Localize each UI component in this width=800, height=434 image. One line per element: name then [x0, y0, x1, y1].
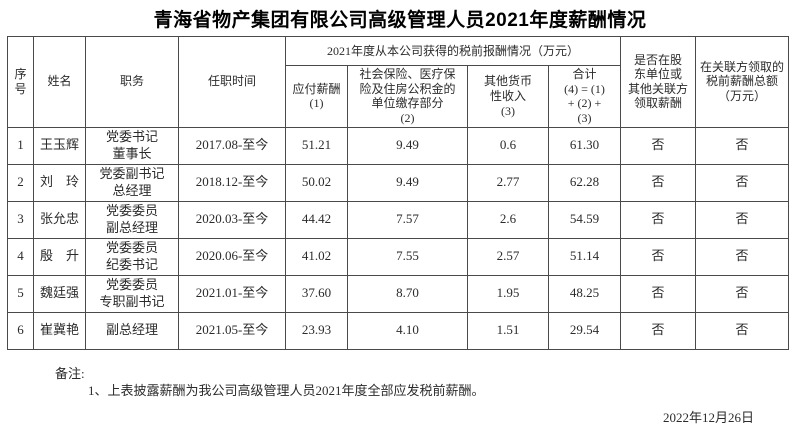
cell-other: 2.57: [467, 237, 549, 276]
page-title: 青海省物产集团有限公司高级管理人员2021年度薪酬情况: [153, 10, 647, 31]
cell-seq: 4: [7, 237, 34, 276]
table-row: 6 崔冀艳 副总经理 2021.05-至今 23.93 4.10 1.51 29…: [7, 311, 790, 350]
document-date: 2022年12月26日: [662, 409, 754, 425]
cell-payable: 37.60: [285, 274, 348, 313]
cell-tenure: 2020.06-至今: [178, 237, 286, 276]
table-row: 2 刘 玲 党委副书记 总经理 2018.12-至今 50.02 9.49 2.…: [7, 163, 790, 202]
cell-tenure: 2017.08-至今: [178, 126, 286, 165]
column-header-position: 职务: [85, 36, 179, 128]
cell-position: 党委委员 纪委书记: [85, 237, 179, 276]
cell-tenure: 2021.01-至今: [178, 274, 286, 313]
cell-name: 崔冀艳: [33, 311, 86, 350]
cell-shareholder: 否: [620, 200, 697, 239]
header-row-top: 序 号 姓名 职务 任职时间 2021年度从本公司获得的税前报酬情况（万元） 是…: [7, 36, 790, 128]
cell-shareholder: 否: [620, 163, 697, 202]
cell-shareholder: 否: [620, 274, 697, 313]
cell-seq: 2: [7, 163, 34, 202]
cell-related: 否: [695, 163, 790, 202]
cell-tenure: 2020.03-至今: [178, 200, 286, 239]
cell-other: 2.6: [467, 200, 549, 239]
cell-total: 61.30: [547, 126, 622, 165]
cell-related: 否: [695, 200, 790, 239]
cell-tenure: 2021.05-至今: [178, 311, 286, 350]
document-page: { "page": { "title": "青海省物产集团有限公司高级管理人员2…: [0, 5, 800, 434]
cell-seq: 3: [7, 200, 34, 239]
cell-total: 62.28: [547, 163, 622, 202]
table-row: 3 张允忠 党委委员 副总经理 2020.03-至今 44.42 7.57 2.…: [7, 200, 790, 239]
column-header-compensation-group: 2021年度从本公司获得的税前报酬情况（万元）: [284, 36, 622, 66]
cell-position: 党委委员 副总经理: [85, 200, 179, 239]
column-header-shareholder: 是否在股 东单位或 其他关联方 领取薪酬: [620, 36, 697, 128]
cell-name: 张允忠: [33, 200, 86, 239]
cell-shareholder: 否: [620, 126, 697, 165]
cell-name: 王玉辉: [33, 126, 86, 165]
cell-total: 54.59: [547, 200, 622, 239]
cell-social: 9.49: [347, 126, 468, 165]
cell-payable: 51.21: [285, 126, 348, 165]
cell-other: 1.95: [467, 274, 549, 313]
table-row: 5 魏廷强 党委委员 专职副书记 2021.01-至今 37.60 8.70 1…: [7, 274, 790, 313]
cell-seq: 6: [7, 311, 34, 350]
cell-payable: 50.02: [285, 163, 348, 202]
column-header-name: 姓名: [33, 36, 86, 128]
column-header-tenure: 任职时间: [178, 36, 286, 128]
column-header-social: 社会保险、医疗保 险及住房公积金的 单位缴存部分 (2): [347, 65, 468, 128]
cell-related: 否: [695, 237, 790, 276]
table-row: 4 殷 升 党委委员 纪委书记 2020.06-至今 41.02 7.55 2.…: [7, 237, 790, 276]
table-row: 1 王玉辉 党委书记 董事长 2017.08-至今 51.21 9.49 0.6…: [7, 126, 790, 165]
cell-related: 否: [695, 126, 790, 165]
column-header-total: 合计 (4) = (1) + (2) + (3): [547, 65, 622, 128]
cell-position: 副总经理: [85, 311, 179, 350]
cell-other: 2.77: [467, 163, 549, 202]
table-header: 序 号 姓名 职务 任职时间 2021年度从本公司获得的税前报酬情况（万元） 是…: [7, 36, 790, 128]
cell-position: 党委书记 董事长: [85, 126, 179, 165]
cell-seq: 5: [7, 274, 34, 313]
cell-seq: 1: [7, 126, 34, 165]
cell-total: 29.54: [547, 311, 622, 350]
notes-label: 备注:: [55, 365, 85, 381]
notes-section: 备注: 1、上表披露薪酬为我公司高级管理人员2021年度全部应发税前薪酬。: [0, 365, 800, 400]
column-header-other: 其他货币 性收入 (3): [467, 65, 549, 128]
cell-other: 1.51: [467, 311, 549, 350]
cell-related: 否: [695, 274, 790, 313]
cell-social: 9.49: [347, 163, 468, 202]
cell-other: 0.6: [467, 126, 549, 165]
cell-social: 7.57: [347, 200, 468, 239]
cell-position: 党委委员 专职副书记: [85, 274, 179, 313]
note-item-1: 1、上表披露薪酬为我公司高级管理人员2021年度全部应发税前薪酬。: [88, 383, 485, 399]
cell-payable: 44.42: [285, 200, 348, 239]
cell-social: 4.10: [347, 311, 468, 350]
cell-shareholder: 否: [620, 311, 697, 350]
cell-social: 8.70: [347, 274, 468, 313]
cell-position: 党委副书记 总经理: [85, 163, 179, 202]
cell-tenure: 2018.12-至今: [178, 163, 286, 202]
cell-social: 7.55: [347, 237, 468, 276]
cell-name: 殷 升: [33, 237, 86, 276]
cell-payable: 23.93: [285, 311, 348, 350]
cell-name: 魏廷强: [33, 274, 86, 313]
cell-payable: 41.02: [285, 237, 348, 276]
header-row-sub: 应付薪酬 (1) 社会保险、医疗保 险及住房公积金的 单位缴存部分 (2) 其他…: [8, 65, 789, 128]
cell-shareholder: 否: [620, 237, 697, 276]
cell-name: 刘 玲: [33, 163, 86, 202]
table-body: 1 王玉辉 党委书记 董事长 2017.08-至今 51.21 9.49 0.6…: [7, 126, 790, 350]
column-header-payable: 应付薪酬 (1): [285, 65, 348, 128]
column-header-seq: 序 号: [7, 36, 34, 128]
column-header-related-pay: 在关联方领取的 税前薪酬总额 （万元）: [695, 36, 790, 128]
cell-total: 51.14: [547, 237, 622, 276]
cell-related: 否: [695, 311, 790, 350]
cell-total: 48.25: [547, 274, 622, 313]
salary-table: 序 号 姓名 职务 任职时间 2021年度从本公司获得的税前报酬情况（万元） 是…: [7, 36, 790, 350]
